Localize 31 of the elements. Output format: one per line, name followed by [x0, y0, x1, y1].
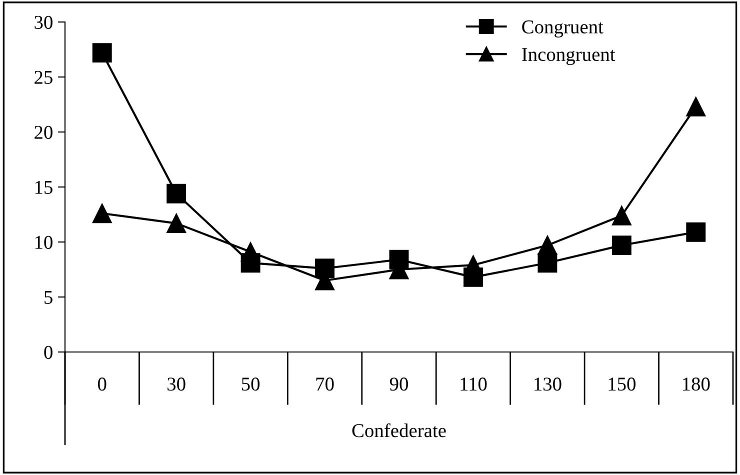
point: [538, 253, 558, 273]
x-tick-label: 70: [316, 378, 334, 391]
y-tick-label: 5: [44, 291, 52, 304]
x-tick-label: 180: [683, 378, 710, 391]
x-tick-label: 90: [390, 378, 408, 391]
y-tick-label: 15: [35, 180, 52, 194]
x-tick-label: 50: [242, 378, 260, 391]
y-tick-label: 10: [35, 236, 52, 249]
point: [686, 222, 706, 242]
point: [166, 214, 186, 234]
x-tick-label: 150: [608, 378, 636, 391]
x-tick-label: 110: [460, 378, 487, 391]
x-tick-label: 0: [98, 378, 106, 391]
y-tick-label: 0: [44, 346, 52, 359]
y-tick-label: 25: [34, 70, 52, 84]
x-axis-title: Confederate: [352, 423, 446, 438]
point: [315, 258, 334, 278]
point: [538, 236, 558, 256]
x-tick-label: 130: [534, 378, 562, 391]
y-tick-label: 20: [34, 126, 52, 139]
point: [166, 184, 186, 204]
y-tick-label: 30: [34, 16, 52, 29]
legend-label: Incongruent: [522, 48, 616, 66]
point: [92, 43, 112, 63]
point: [92, 204, 112, 224]
point: [240, 242, 260, 262]
point: [686, 96, 706, 116]
x-tick-label: 30: [168, 378, 186, 391]
legend-label: Congruent: [522, 20, 604, 38]
point: [612, 236, 632, 256]
point: [612, 206, 632, 226]
